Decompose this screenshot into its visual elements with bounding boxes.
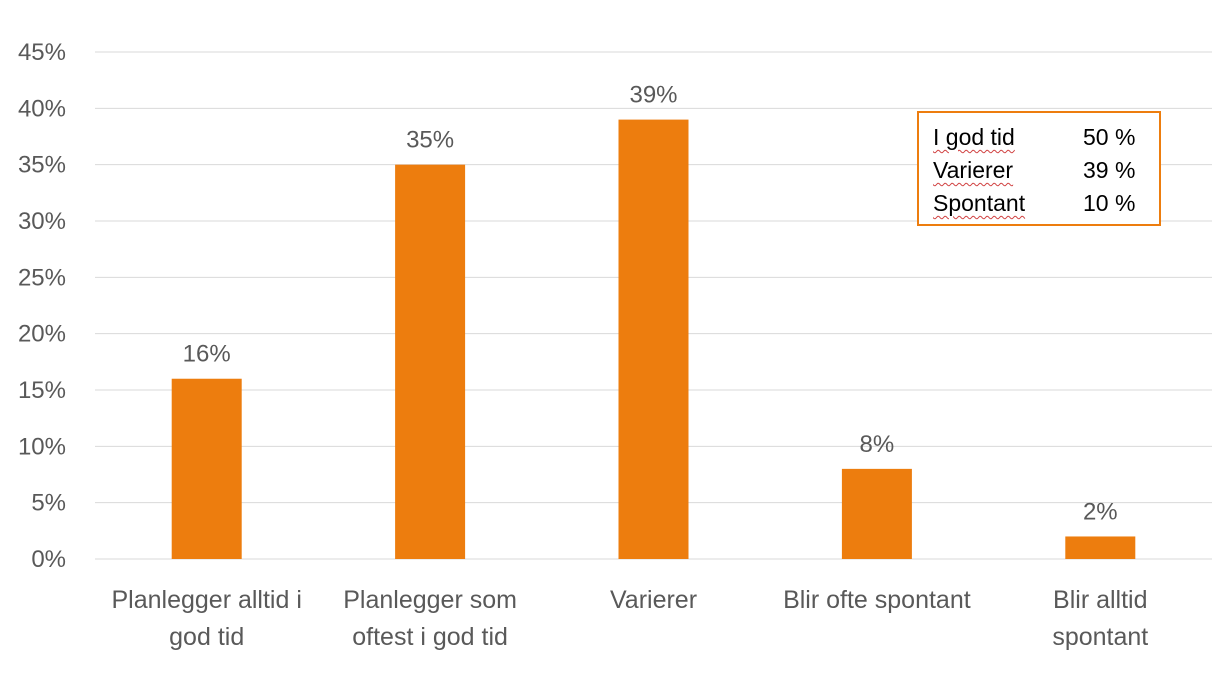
y-tick-label: 25%: [18, 264, 66, 291]
bar: [395, 164, 466, 559]
summary-row: Varierer 39 %: [933, 154, 1159, 187]
summary-label: Varierer: [933, 157, 1014, 183]
summary-box: I god tid 50 % Varierer 39 % Spontant 10…: [917, 111, 1161, 226]
data-label: 8%: [860, 431, 895, 458]
y-tick-label: 0%: [31, 546, 66, 573]
data-label: 2%: [1083, 498, 1118, 525]
summary-label: I god tid: [933, 124, 1015, 150]
x-category-label: Planlegger som oftest i god tid: [343, 586, 517, 651]
y-tick-label: 30%: [18, 208, 66, 235]
summary-row: Spontant 10 %: [933, 187, 1159, 220]
x-category-label: Blir ofte spontant: [783, 586, 971, 614]
bar: [1065, 536, 1136, 559]
y-tick-label: 45%: [18, 39, 66, 66]
data-label: 39%: [629, 82, 677, 109]
y-tick-label: 5%: [31, 490, 66, 517]
x-axis-category-labels: Planlegger alltid i god tid Planlegger som…: [111, 586, 1148, 651]
summary-value: 39 %: [1083, 157, 1136, 183]
y-tick-label: 10%: [18, 433, 66, 460]
y-tick-label: 35%: [18, 152, 66, 179]
y-axis-tick-labels: 0% 5% 10% 15% 20% 25% 30% 35% 40% 45%: [18, 39, 66, 573]
summary-row: I god tid 50 %: [933, 121, 1159, 154]
bar: [618, 119, 689, 559]
data-label: 35%: [406, 127, 454, 154]
x-category-label: Varierer: [610, 586, 697, 614]
bars: [171, 119, 1136, 559]
bar: [841, 468, 912, 559]
data-labels: 16% 35% 39% 8% 2%: [183, 82, 1118, 526]
data-label: 16%: [183, 341, 231, 368]
y-tick-label: 15%: [18, 377, 66, 404]
x-category-label: Blir alltid spontant: [1052, 586, 1148, 651]
y-tick-label: 20%: [18, 321, 66, 348]
summary-label: Spontant: [933, 190, 1026, 216]
summary-value: 10 %: [1083, 190, 1136, 216]
x-category-label: Planlegger alltid i god tid: [111, 586, 301, 651]
bar: [171, 378, 242, 559]
summary-value: 50 %: [1083, 124, 1136, 150]
y-tick-label: 40%: [18, 95, 66, 122]
